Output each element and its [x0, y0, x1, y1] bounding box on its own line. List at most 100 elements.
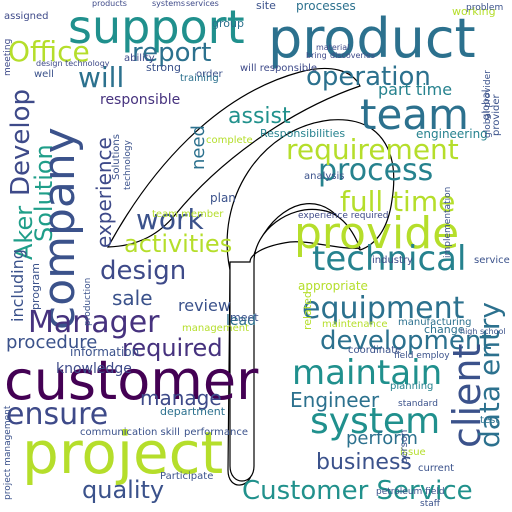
word: quality: [82, 476, 165, 504]
word: maintain: [292, 353, 443, 393]
word: person: [399, 429, 410, 464]
word: information: [70, 345, 140, 359]
word: technology: [123, 140, 133, 190]
word: provider: [491, 94, 502, 136]
word: report: [132, 38, 212, 68]
word: Customer Service: [242, 476, 473, 506]
word: Manager: [28, 305, 160, 340]
word: Participate: [160, 471, 214, 482]
word: strong: [146, 61, 182, 74]
word: discoveries: [330, 51, 376, 60]
word: ensure: [6, 397, 109, 432]
word: experience required: [298, 211, 389, 221]
word: development: [320, 326, 492, 356]
word: products: [92, 0, 127, 8]
word: knowledge: [56, 361, 132, 377]
word: high school: [460, 327, 506, 336]
word: Engineer: [290, 388, 380, 412]
word: field employ: [394, 351, 450, 361]
word: process: [318, 153, 434, 188]
word: production: [83, 277, 93, 326]
word: Office: [8, 35, 90, 68]
word: system: [310, 401, 441, 442]
word: company: [34, 127, 85, 330]
word: design: [100, 256, 187, 286]
word: site: [256, 0, 276, 12]
word: provide: [294, 208, 460, 259]
word: responsible: [100, 92, 181, 108]
word: will: [78, 61, 125, 94]
word: communication skill: [80, 427, 180, 438]
word: perform: [346, 428, 418, 449]
word: Responsibilities: [260, 127, 346, 140]
word: lead: [226, 313, 256, 329]
word: customer: [4, 349, 259, 412]
word: product: [268, 7, 476, 70]
word: issue: [400, 447, 426, 458]
word: working: [452, 5, 496, 18]
word: well: [34, 69, 54, 80]
word: team member: [152, 209, 224, 220]
word: operation: [306, 62, 431, 92]
word: management: [182, 323, 249, 334]
word: planning: [390, 381, 434, 392]
word: including: [8, 249, 27, 322]
word: service: [474, 255, 510, 266]
word: sale: [112, 286, 153, 310]
word: related: [301, 291, 314, 330]
word: team: [360, 90, 469, 139]
mask-leaf-shape: [106, 67, 361, 248]
word: industry: [372, 255, 413, 266]
word: analysis: [304, 171, 345, 182]
word: systems: [152, 0, 186, 8]
word: department: [160, 405, 226, 418]
word: manufacturing: [398, 317, 472, 328]
word: training: [180, 73, 219, 84]
word: ability: [124, 53, 155, 64]
word: services: [186, 0, 219, 8]
word: order: [196, 69, 223, 80]
word: assist: [228, 104, 291, 129]
word: manage: [140, 386, 222, 410]
word: meet: [230, 311, 259, 324]
word: need: [188, 125, 209, 170]
word: work: [136, 203, 204, 236]
word: standard: [398, 399, 438, 409]
word: bring: [306, 51, 327, 60]
word: coordinate: [348, 345, 402, 356]
word: maintenance: [322, 319, 388, 330]
word: project management: [3, 405, 13, 500]
word: business: [316, 450, 412, 475]
word: equipment: [302, 291, 465, 326]
word: meeting: [3, 38, 13, 76]
word: activities: [124, 230, 233, 258]
word: design technology: [36, 59, 110, 68]
word: project: [22, 419, 224, 487]
word: material: [316, 43, 350, 52]
word: will responsible: [240, 63, 318, 74]
word: group: [212, 17, 244, 30]
word: full time: [340, 185, 456, 218]
word: program: [29, 263, 42, 310]
mask-stem-shape: [229, 208, 361, 482]
word: required: [122, 334, 223, 362]
word: Solutions: [111, 134, 122, 180]
word: data entry: [473, 301, 506, 448]
word: test: [480, 415, 500, 426]
word: requirement: [286, 133, 459, 166]
word: performance: [184, 427, 249, 438]
word: petroleum field: [376, 487, 445, 497]
word: staff: [420, 499, 440, 509]
word: appropriate: [298, 279, 368, 293]
word: engineering: [416, 127, 488, 141]
word: problem: [466, 3, 504, 13]
word: part time: [378, 80, 453, 99]
word: review: [178, 296, 231, 315]
word: implementation: [443, 186, 453, 258]
word: procedure: [6, 332, 98, 353]
word: complete: [206, 135, 253, 146]
word: current: [418, 463, 455, 474]
word: technical: [312, 239, 467, 279]
